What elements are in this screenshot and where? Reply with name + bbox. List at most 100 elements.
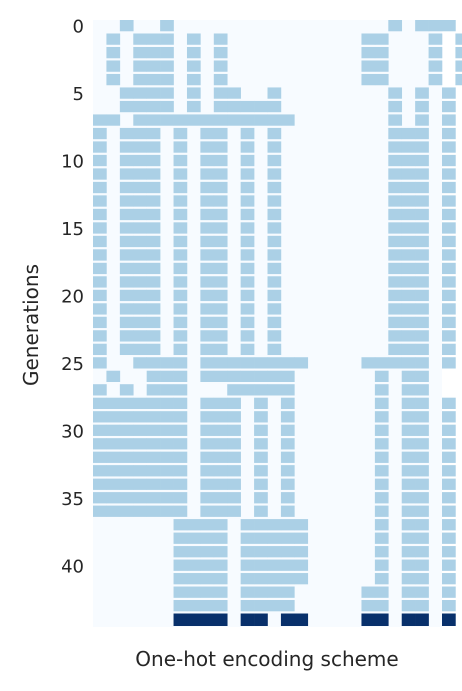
heatmap-cell — [254, 424, 268, 436]
heatmap-cell — [133, 33, 147, 45]
heatmap-cell — [213, 222, 228, 234]
heatmap-cell — [388, 289, 403, 302]
y-tick-label: 35 — [61, 489, 84, 510]
heatmap-cell — [401, 532, 416, 544]
heatmap-cell — [401, 357, 416, 369]
heatmap-cell — [93, 303, 107, 315]
heatmap-cell — [93, 154, 107, 167]
heatmap-cell — [160, 451, 174, 463]
heatmap-cell — [200, 195, 215, 207]
heatmap-cell — [93, 195, 107, 207]
heatmap-cell — [401, 438, 416, 450]
heatmap-cell — [93, 168, 107, 180]
heatmap-cell — [213, 249, 228, 261]
heatmap-cell — [200, 222, 215, 234]
heatmap-cell — [374, 573, 389, 585]
heatmap-cell — [254, 478, 268, 490]
heatmap-cell — [173, 451, 188, 463]
heatmap-cell — [119, 235, 134, 248]
heatmap-cell — [267, 289, 282, 302]
heatmap-cell — [267, 100, 282, 113]
heatmap-cell — [415, 181, 429, 194]
heatmap-cell — [415, 613, 429, 626]
heatmap-cell — [415, 303, 429, 315]
heatmap-cell — [173, 492, 188, 504]
heatmap-cell — [213, 141, 228, 153]
heatmap-cell — [294, 573, 309, 585]
heatmap-cell — [146, 316, 161, 329]
heatmap-cell — [227, 505, 241, 517]
heatmap-cell — [146, 168, 161, 180]
heatmap-cell — [415, 235, 429, 248]
heatmap-cell — [106, 33, 121, 45]
heatmap-cell — [93, 181, 107, 194]
heatmap-cell — [401, 424, 416, 436]
heatmap-cell — [213, 424, 228, 436]
heatmap-cell — [280, 465, 295, 477]
heatmap-cell — [146, 411, 161, 423]
heatmap-cell — [119, 127, 134, 140]
heatmap-cell — [213, 370, 228, 382]
heatmap-cell — [294, 613, 309, 626]
heatmap-cell — [240, 519, 255, 531]
x-axis-label: One-hot encoding scheme — [135, 647, 398, 671]
heatmap-cell — [280, 411, 295, 423]
heatmap-cell — [93, 384, 107, 396]
heatmap-cell — [119, 87, 134, 99]
heatmap-cell — [106, 114, 121, 126]
heatmap-cell — [213, 411, 228, 423]
heatmap-cell — [173, 613, 188, 626]
heatmap-cell — [200, 249, 215, 261]
heatmap-cell — [254, 465, 268, 477]
heatmap-cell — [119, 343, 134, 356]
heatmap-cell — [388, 235, 403, 248]
heatmap-cell — [160, 438, 174, 450]
heatmap-cell — [106, 370, 121, 382]
heatmap-cell — [200, 559, 215, 571]
heatmap-cell — [401, 141, 416, 153]
heatmap-cell — [415, 519, 429, 531]
heatmap-cell — [240, 154, 255, 167]
heatmap-cell — [401, 505, 416, 517]
heatmap-cell — [415, 262, 429, 275]
heatmap-cell — [93, 478, 107, 490]
heatmap-cell — [119, 303, 134, 315]
heatmap-cell — [106, 478, 121, 490]
heatmap-cell — [160, 357, 174, 369]
heatmap-cell — [294, 519, 309, 531]
heatmap-cell — [146, 87, 161, 99]
heatmap-cell — [240, 357, 255, 369]
heatmap-cell — [146, 73, 161, 86]
heatmap-cell — [160, 384, 174, 396]
heatmap-cell — [361, 46, 376, 59]
heatmap-cell — [442, 276, 456, 288]
heatmap-cell — [240, 316, 255, 329]
heatmap-cell — [186, 46, 201, 59]
heatmap-cell — [374, 505, 389, 517]
heatmap-cell — [146, 330, 161, 342]
heatmap-cell — [294, 559, 309, 571]
heatmap-cell — [106, 46, 121, 59]
heatmap-cell — [240, 303, 255, 315]
heatmap-cell — [146, 235, 161, 248]
heatmap-cell — [442, 330, 456, 342]
heatmap-cell — [119, 20, 134, 32]
heatmap-cell — [213, 451, 228, 463]
heatmap-cell — [401, 465, 416, 477]
heatmap-cell — [254, 451, 268, 463]
heatmap-cell — [160, 370, 174, 382]
heatmap-cell — [267, 208, 282, 221]
heatmap-cell — [240, 384, 255, 396]
heatmap-cell — [213, 100, 228, 113]
heatmap-cell — [133, 127, 147, 140]
heatmap-cell — [267, 235, 282, 248]
heatmap-cell — [442, 438, 456, 450]
heatmap-cell — [388, 20, 403, 32]
heatmap-cell — [442, 573, 456, 585]
heatmap-cell — [200, 289, 215, 302]
heatmap-cell — [267, 532, 282, 544]
heatmap-cell — [401, 343, 416, 356]
heatmap-cell — [280, 505, 295, 517]
heatmap-cell — [388, 316, 403, 329]
heatmap-cell — [267, 546, 282, 558]
